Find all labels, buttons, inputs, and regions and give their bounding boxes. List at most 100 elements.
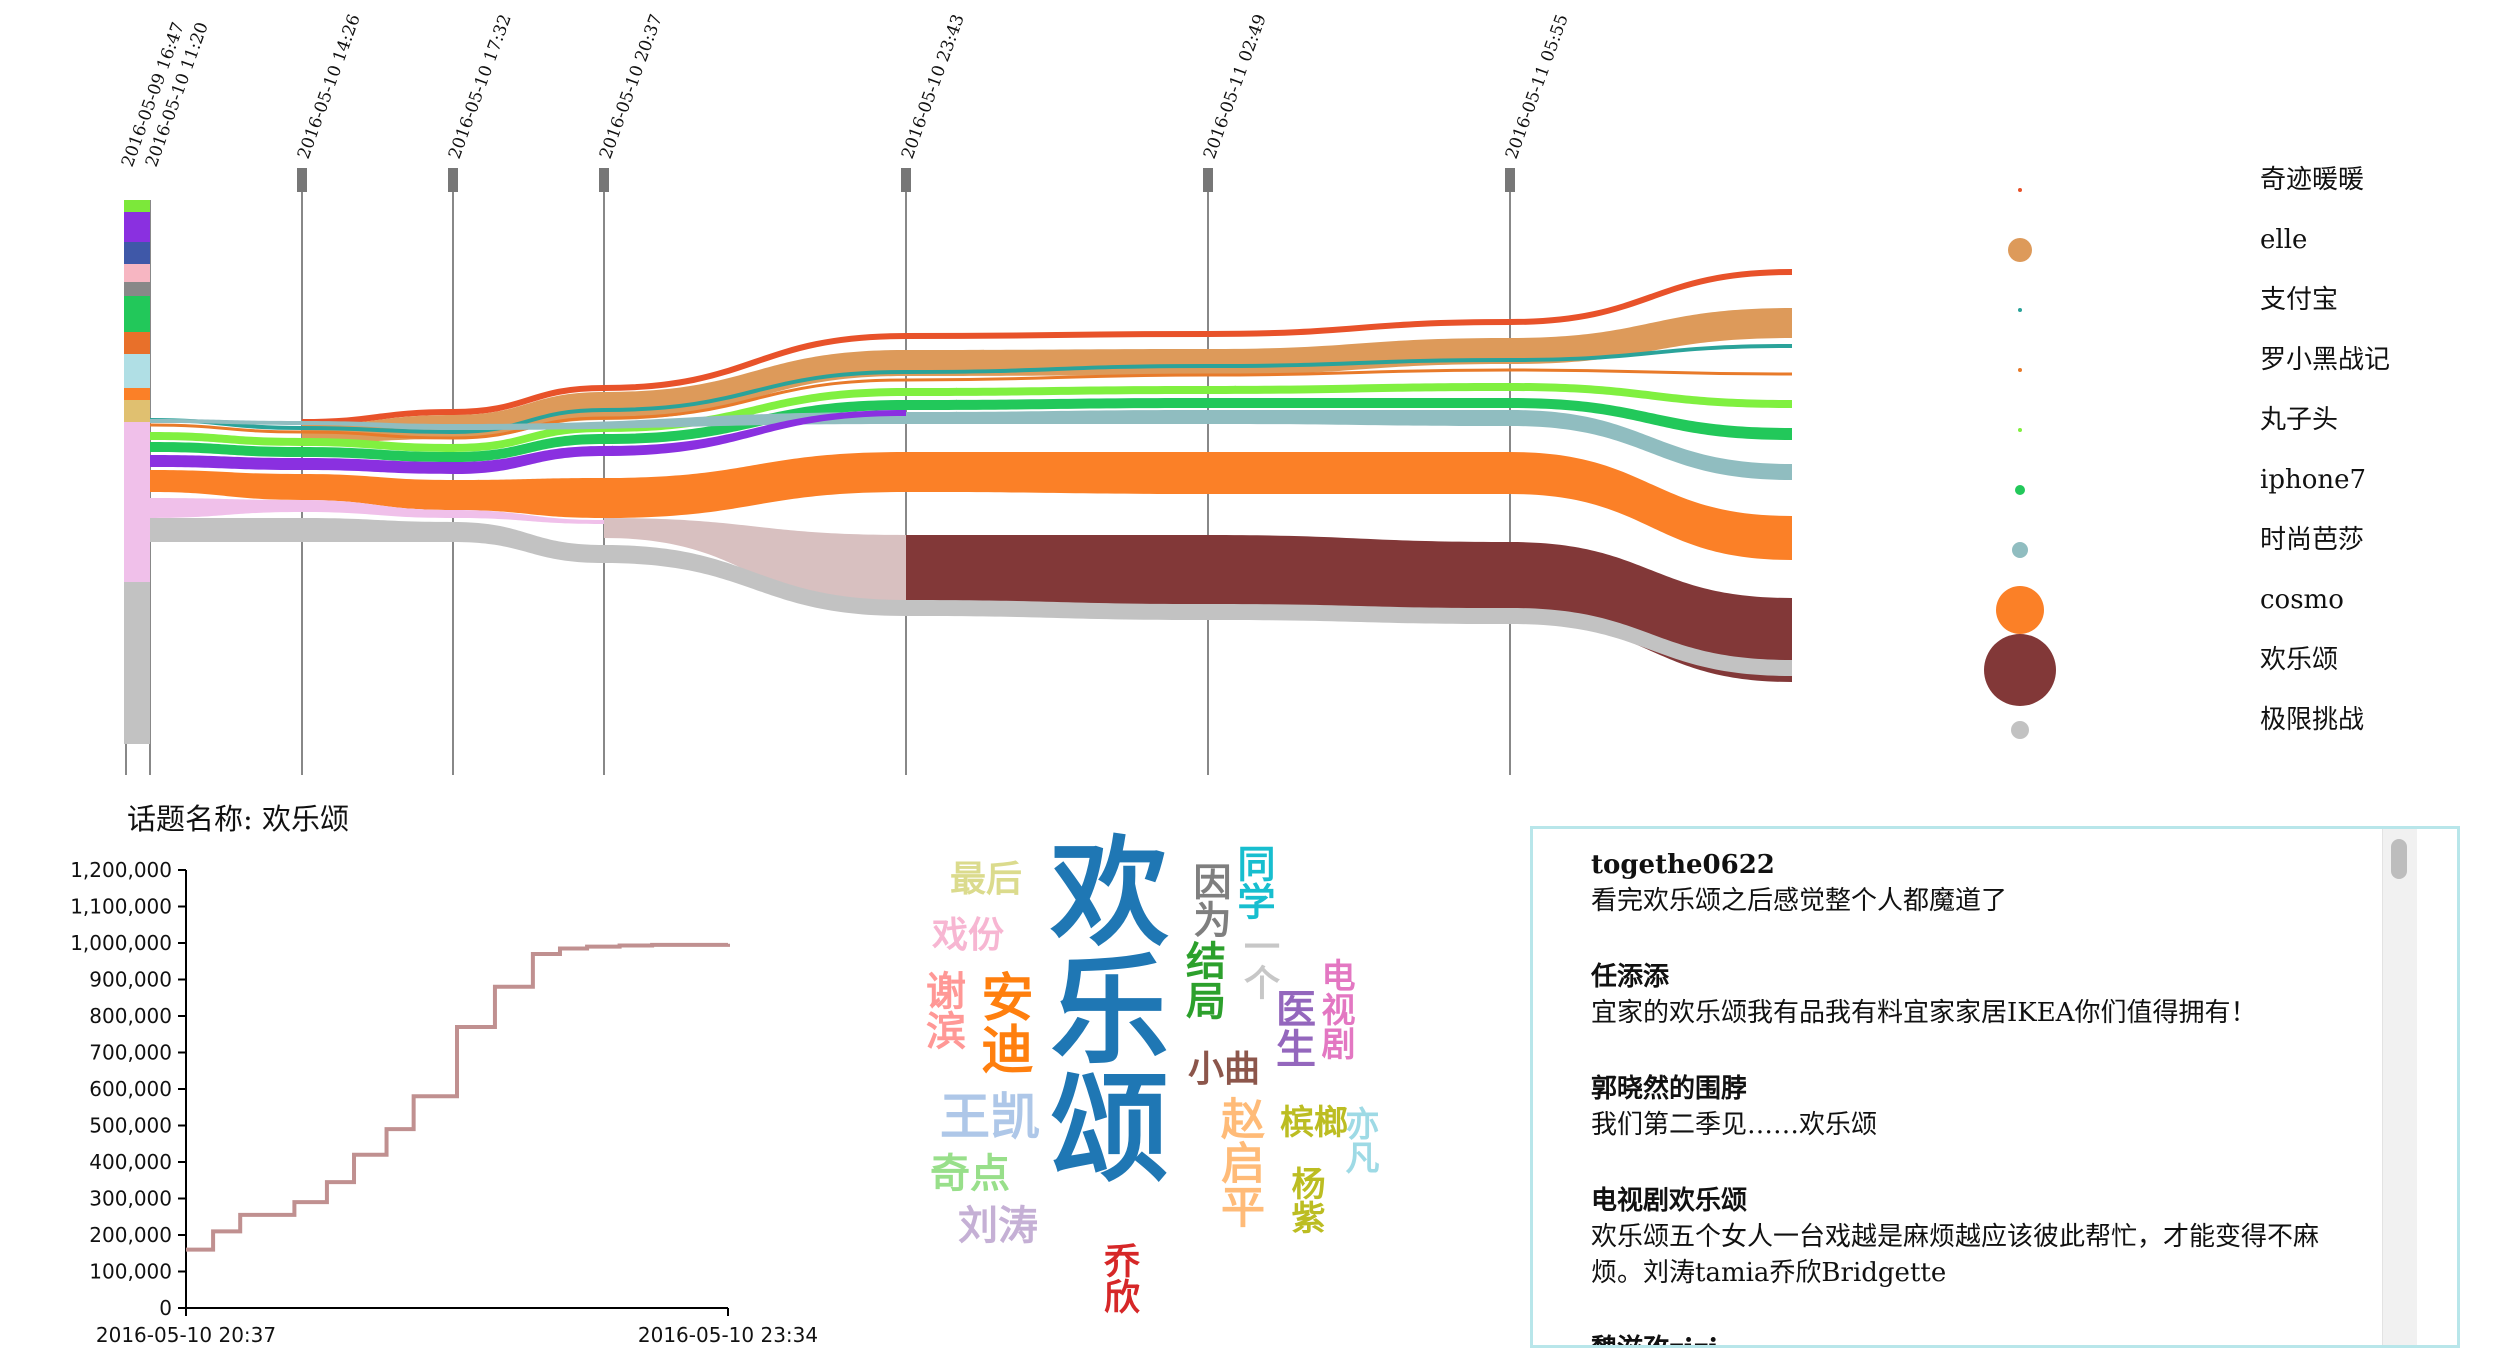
word-cloud-word[interactable]: 同学 [1231,844,1275,920]
topic-legend: 奇迹暖暖 elle 支付宝罗小黑战记丸子头 iphone7 时尚芭莎 cosmo 欢乐颂极限… [1940,160,2480,760]
word-cloud-word[interactable]: 小曲 [1188,1049,1261,1090]
legend-dot [1996,586,2044,634]
legend-dot [2018,368,2022,372]
legend-item[interactable]: 极限挑战 [1940,700,2480,740]
legend-item[interactable]: 欢乐颂 [1940,634,2480,706]
timeline-label: 2016-05-11 05:55 [1502,12,1573,162]
word-cloud-word[interactable]: 欢乐颂 [1030,830,1168,1184]
legend-dot [2018,188,2022,192]
origin-block [124,264,150,282]
y-tick-label: 600,000 [89,1077,172,1101]
stream-flow[interactable] [150,383,1792,452]
origin-block [124,242,150,264]
legend-label: cosmo [2260,585,2344,615]
origin-block [124,400,150,422]
legend-dot [2008,238,2032,262]
y-tick-label: 200,000 [89,1223,172,1247]
stream-flow[interactable] [604,518,906,611]
topic-name-value: 欢乐颂 [262,802,350,836]
stream-flow[interactable] [149,344,1793,435]
legend-label: 罗小黑战记 [2260,345,2391,375]
comment-user[interactable]: 电视剧欢乐颂 [1591,1186,1748,1216]
comment-scrollbar[interactable] [2382,829,2417,1345]
comment-scroll-thumb[interactable] [2391,839,2407,879]
legend-item[interactable]: 支付宝 [1940,280,2480,320]
y-tick-label: 400,000 [89,1150,172,1174]
legend-item[interactable]: 罗小黑战记 [1940,340,2480,380]
x-tick-label: 2016-05-10 23:34 [638,1323,818,1347]
stream-flow[interactable] [150,518,1792,676]
comment-user[interactable]: 魏滋孜zizi [1591,1331,2351,1345]
stream-flow[interactable] [302,308,1792,443]
comment-list: togethe0622 看完欢乐颂之后感觉整个人都魔道了 任添添 宜家的欢乐颂我有品我… [1591,847,2351,1345]
comment-item: 魏滋孜zizi [1591,1331,2351,1345]
comment-text: 我们第二季见……欢乐颂 [1591,1110,1878,1140]
word-cloud-word[interactable]: 结局 [1179,940,1225,1020]
stream-flow[interactable] [301,269,1793,425]
origin-block [124,296,150,332]
y-tick-label: 900,000 [89,968,172,992]
word-cloud-word[interactable]: 戏份 [932,915,1005,956]
stream-flow[interactable] [150,498,604,524]
y-tick-label: 1,000,000 [70,931,172,955]
legend-item[interactable]: iphone7 [1940,460,2480,500]
comment-user[interactable]: 任添添 [1591,962,1670,992]
word-cloud-word[interactable]: 赵启平 [1213,1096,1264,1228]
timeline-label: 2016-05-10 14:26 [294,12,365,162]
comment-text: 看完欢乐颂之后感觉整个人都魔道了 [1591,886,2008,916]
legend-item[interactable]: 丸子头 [1940,400,2480,440]
word-cloud-word[interactable]: 亦凡 [1339,1106,1379,1174]
legend-label: 欢乐颂 [2260,645,2339,675]
word-cloud-word[interactable]: 杨紫 [1285,1166,1325,1234]
topic-name-label: 话题名称: 欢乐颂 [127,796,349,838]
comment-panel[interactable]: togethe0622 看完欢乐颂之后感觉整个人都魔道了 任添添 宜家的欢乐颂我有品我… [1530,826,2460,1348]
stream-flow[interactable] [150,452,1792,560]
timeline-label: 2016-05-10 17:32 [445,12,516,162]
legend-label: 支付宝 [2260,285,2339,315]
word-cloud-word[interactable]: 一个 [1238,928,1279,1000]
legend-item[interactable]: cosmo [1940,580,2480,634]
y-tick-label: 1,100,000 [70,895,172,919]
word-cloud-word[interactable]: 因为 [1187,862,1231,938]
timeline-tick-marker [599,168,609,192]
legend-dot [2012,542,2028,558]
stream-flow[interactable] [150,410,906,474]
origin-block [124,582,150,744]
legend-item[interactable]: 奇迹暖暖 [1940,160,2480,200]
legend-dot [2018,428,2022,432]
comment-user[interactable]: 郭晓然的围脖 [1591,1074,1748,1104]
comment-user[interactable]: togethe0622 [1591,850,1775,880]
word-cloud-word[interactable]: 最后 [950,859,1023,900]
word-cloud-word[interactable]: 乔欣 [1098,1242,1139,1314]
word-cloud-word[interactable]: 安迪 [972,970,1032,1074]
origin-block [124,332,150,354]
y-tick-label: 0 [159,1296,172,1320]
stream-flow[interactable] [150,398,1792,462]
legend-dot [2015,485,2025,495]
timeline-label: 2016-05-11 02:49 [1200,12,1271,162]
legend-dot [2018,308,2022,312]
word-cloud-word[interactable]: 电视剧 [1315,958,1355,1060]
comment-item: togethe0622 看完欢乐颂之后感觉整个人都魔道了 [1591,847,2351,919]
legend-dot [1984,634,2056,706]
word-cloud-word[interactable]: 槟榔 [1280,1103,1348,1143]
word-cloud-word[interactable]: 刘涛 [958,1203,1038,1249]
origin-block [124,212,150,242]
word-cloud-word[interactable]: 谢滨 [919,970,965,1050]
word-cloud-word[interactable]: 奇点 [930,1151,1010,1197]
x-tick-label: 2016-05-10 20:37 [96,1323,276,1347]
word-cloud-word[interactable]: 医生 [1269,988,1315,1068]
word-cloud-word[interactable]: 王凯 [940,1088,1040,1146]
legend-label: elle [2260,225,2308,255]
origin-block [124,422,150,582]
cumulative-step-chart: 0 100,000 200,000 300,000 400,000 500,000 600,… [70,858,818,1347]
stream-flow[interactable] [149,368,1793,440]
legend-label: 极限挑战 [2260,705,2365,735]
timeline-tick-marker [297,168,307,192]
legend-label: 丸子头 [2260,405,2339,435]
legend-item[interactable]: 时尚芭莎 [1940,520,2480,560]
legend-item[interactable]: elle [1940,220,2480,262]
stream-flow[interactable] [150,410,1792,480]
word-cloud: 欢乐颂 安迪王凯奇点刘涛 谢滨 戏份 最后 因为 同学 结局 一个 电视剧 医生 小曲赵启平 槟榔 亦凡杨… [900,820,1440,1360]
